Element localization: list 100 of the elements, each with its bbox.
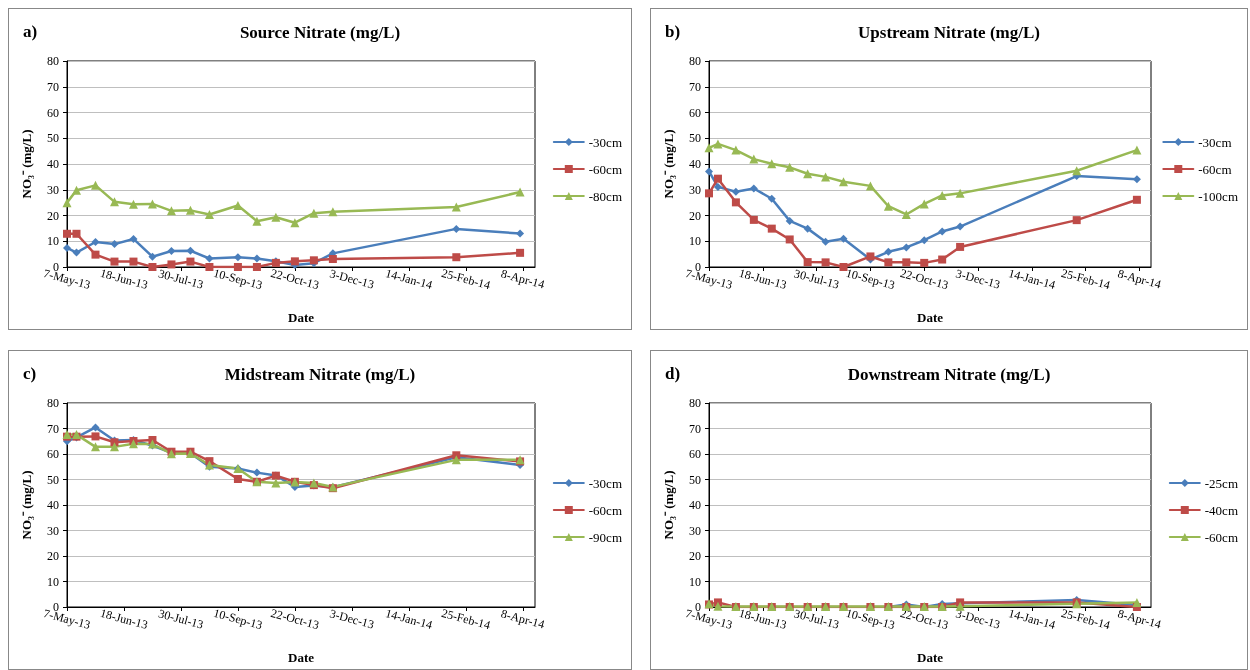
y-tick-label: 60 <box>689 447 701 461</box>
point <box>749 184 758 193</box>
point <box>62 198 72 208</box>
point <box>713 174 722 183</box>
point <box>956 222 965 231</box>
point <box>185 205 195 215</box>
point <box>309 208 319 218</box>
point <box>902 258 911 267</box>
y-axis-title: NO₃⁻ (mg/L) <box>19 470 34 540</box>
point <box>109 442 119 452</box>
point <box>749 215 758 224</box>
chart-title: Midstream Nitrate (mg/L) <box>224 365 416 384</box>
x-tick-label: 14-Jan-14 <box>383 266 434 292</box>
y-tick-label: 20 <box>47 208 59 223</box>
point <box>233 200 243 210</box>
chart-title: Upstream Nitrate (mg/L) <box>858 23 1040 42</box>
point <box>271 478 281 488</box>
point <box>1132 175 1141 184</box>
point <box>731 187 740 196</box>
x-tick-label: 8-Apr-14 <box>1116 606 1163 632</box>
point <box>204 209 214 219</box>
point <box>252 216 262 226</box>
x-tick-label: 25-Feb-14 <box>439 265 492 293</box>
x-tick-label: 3-Dec-13 <box>954 606 1002 632</box>
point <box>937 190 947 200</box>
x-tick-label: 30-Jul-13 <box>792 606 841 632</box>
y-axis-title: NO₃⁻ (mg/L) <box>19 129 34 199</box>
point <box>902 243 911 252</box>
x-axis-title: Date <box>288 650 315 665</box>
point <box>785 162 795 172</box>
point <box>72 248 81 257</box>
point <box>72 229 81 238</box>
y-tick-label: 40 <box>689 498 701 512</box>
x-tick-label: 10-Sep-13 <box>211 265 264 293</box>
y-tick-label: 80 <box>689 396 701 410</box>
y-axis-title: NO₃⁻ (mg/L) <box>661 129 676 199</box>
point <box>920 258 929 267</box>
point <box>452 224 461 233</box>
legend-label: -25cm <box>1204 475 1239 491</box>
x-tick-label: 22-Oct-13 <box>898 265 950 293</box>
point <box>938 255 947 264</box>
point <box>91 432 100 441</box>
point <box>839 263 848 271</box>
point <box>803 258 812 267</box>
point <box>901 209 911 219</box>
point <box>839 234 848 243</box>
point <box>731 198 740 207</box>
x-tick-label: 14-Jan-14 <box>1006 606 1057 632</box>
point <box>938 227 947 236</box>
point <box>167 247 176 256</box>
point <box>252 468 261 477</box>
point <box>920 236 929 245</box>
point <box>110 240 119 249</box>
point <box>821 237 830 246</box>
y-tick-label: 70 <box>689 79 701 94</box>
text: c) <box>23 364 37 383</box>
point <box>785 235 794 244</box>
x-tick-label: 25-Feb-14 <box>1059 265 1112 293</box>
legend-label: -80cm <box>588 188 623 204</box>
point <box>1132 195 1141 204</box>
y-tick-label: 40 <box>47 157 59 171</box>
y-tick-label: 40 <box>47 498 59 512</box>
x-tick-label: 18-Jun-13 <box>98 605 150 633</box>
point <box>90 442 100 452</box>
point <box>90 180 100 190</box>
point <box>821 258 830 267</box>
point <box>328 207 338 217</box>
y-tick-label: 50 <box>47 472 59 487</box>
legend-label: -60cm <box>588 502 623 518</box>
y-tick-label: 80 <box>689 54 701 68</box>
x-tick-label: 22-Oct-13 <box>269 605 321 633</box>
legend-label: -60cm <box>588 161 623 177</box>
point <box>91 238 100 247</box>
x-tick-label: 3-Dec-13 <box>328 606 376 632</box>
y-tick-label: 50 <box>689 472 701 487</box>
point <box>233 474 242 483</box>
point <box>233 253 242 262</box>
point <box>129 234 138 243</box>
x-tick-label: 30-Jul-13 <box>156 606 205 632</box>
point <box>91 250 100 259</box>
y-tick-label: 30 <box>689 182 701 197</box>
point <box>290 218 300 228</box>
y-tick-label: 30 <box>47 523 59 538</box>
point <box>451 202 461 212</box>
x-tick-label: 10-Sep-13 <box>844 605 897 633</box>
point <box>713 182 722 191</box>
point <box>883 201 893 211</box>
point <box>147 199 157 209</box>
point <box>91 423 100 432</box>
y-tick-label: 10 <box>689 574 701 589</box>
point <box>271 212 281 222</box>
point <box>186 257 195 266</box>
y-tick-label: 50 <box>47 131 59 146</box>
point <box>956 242 965 251</box>
point <box>749 154 759 164</box>
point <box>803 224 812 233</box>
point <box>705 167 713 176</box>
x-axis-title: Date <box>288 310 315 325</box>
point <box>767 224 776 233</box>
y-tick-label: 80 <box>47 54 59 68</box>
